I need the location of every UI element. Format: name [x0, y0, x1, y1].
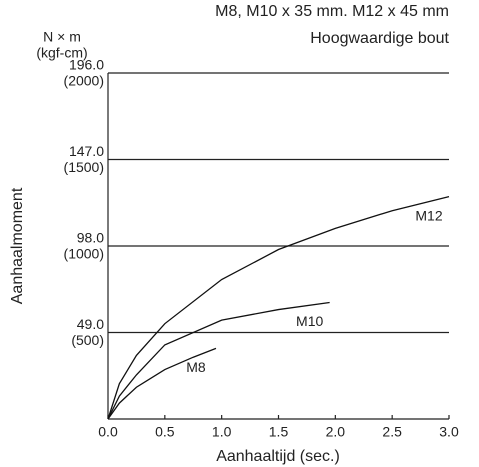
x-tick-label: 1.5: [269, 424, 289, 440]
y-tick-label: 49.0: [77, 316, 104, 332]
chart-title: M8, M10 x 35 mm. M12 x 45 mm: [215, 3, 449, 20]
y-tick-secondary-label: (500): [71, 332, 104, 348]
x-tick-label: 2.0: [326, 424, 346, 440]
chart-subtitle: Hoogwaardige bout: [310, 30, 449, 47]
x-axis-label: Aanhaaltijd (sec.): [216, 448, 340, 465]
y-tick-secondary-label: (1000): [64, 246, 104, 262]
series-label: M8: [186, 359, 206, 375]
y-unit: N × m: [43, 29, 81, 45]
series-label: M12: [415, 207, 442, 223]
x-tick-label: 0.0: [98, 424, 118, 440]
y-unit-secondary: (kgf-cm): [36, 45, 87, 61]
series-label: M10: [296, 313, 323, 329]
curve: [107, 301, 330, 420]
y-tick-secondary-label: (1500): [64, 159, 104, 175]
x-tick-label: 3.0: [439, 424, 459, 440]
y-tick-label: 98.0: [77, 230, 104, 246]
y-tick-label: 147.0: [69, 143, 104, 159]
x-tick-label: 0.5: [155, 424, 175, 440]
y-tick-label: 196.0: [69, 57, 104, 73]
curve: [107, 195, 450, 420]
x-tick-label: 2.5: [382, 424, 402, 440]
y-tick-secondary-label: (2000): [64, 73, 104, 89]
y-axis-label: Aanhaalmoment: [9, 187, 26, 304]
curve: [107, 347, 217, 420]
x-tick-label: 1.0: [212, 424, 232, 440]
